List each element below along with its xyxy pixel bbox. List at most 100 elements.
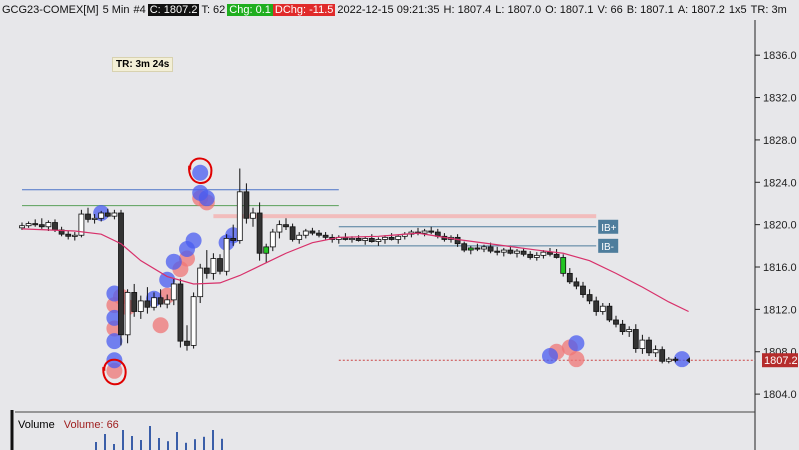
volume-pane-value: Volume: 66	[63, 419, 119, 431]
candle	[606, 303, 613, 323]
candle-body	[124, 292, 131, 336]
candle	[65, 231, 72, 240]
candle	[131, 283, 138, 317]
candle	[210, 253, 217, 280]
candle	[78, 209, 85, 238]
candle	[514, 249, 520, 258]
candle-body	[613, 319, 619, 325]
volume-bar	[203, 436, 205, 450]
candle	[151, 292, 157, 311]
datetime-label: 2022-12-15 09:21:35	[337, 3, 440, 16]
interval-label[interactable]: 5 Min	[102, 3, 130, 16]
candle-body	[474, 247, 481, 250]
candle-body	[276, 224, 283, 233]
candle-body	[461, 243, 468, 251]
candle	[672, 357, 679, 363]
candle	[85, 207, 91, 223]
last-price-label: 1807.2	[764, 355, 798, 367]
candle	[553, 249, 560, 259]
buy-bubble	[165, 253, 182, 270]
candle-body	[250, 212, 256, 219]
candle-body	[639, 339, 646, 349]
candle-body	[540, 251, 547, 256]
candle-body	[256, 212, 263, 254]
bid-label: B: 1807.1	[626, 3, 674, 16]
buy-bubble	[198, 190, 215, 207]
candle-body	[25, 223, 32, 227]
candle	[593, 296, 600, 316]
candle-body	[78, 213, 85, 236]
candle-body	[98, 212, 105, 219]
candle	[613, 315, 619, 328]
candle-body	[283, 224, 289, 228]
candle	[382, 235, 388, 244]
volume-bar	[95, 442, 97, 450]
ib-minus-tag: IB-	[598, 238, 619, 253]
candle	[256, 202, 263, 261]
candle	[599, 303, 606, 315]
candle	[283, 218, 289, 230]
volume-label: V: 66	[597, 3, 623, 16]
candle	[236, 168, 243, 244]
candle	[362, 236, 369, 245]
candle-body	[137, 300, 144, 312]
candle-body	[573, 281, 580, 287]
candle-body	[210, 258, 217, 274]
open-label: O: 1807.1	[545, 3, 594, 16]
candle	[184, 325, 190, 351]
candle	[25, 221, 32, 228]
candle	[454, 234, 461, 247]
volume-bar	[194, 439, 196, 450]
candle	[144, 287, 151, 314]
change-box: Chg: 0.1	[227, 3, 273, 16]
candle	[659, 346, 666, 364]
candle-body	[507, 249, 514, 254]
candle	[91, 214, 98, 224]
candle-body	[38, 224, 45, 228]
ask-size-label: 1x5	[728, 3, 747, 16]
candle	[467, 245, 474, 255]
candle-body	[170, 283, 177, 301]
candle	[474, 243, 481, 252]
ticks-label: T: 62	[201, 3, 226, 16]
candle-body	[560, 257, 567, 274]
candle-body	[533, 254, 540, 258]
candle	[665, 357, 672, 364]
candle	[217, 254, 223, 275]
last-price-box: 1807.2	[762, 353, 798, 368]
buy-bubble	[106, 333, 123, 350]
ib-tag-box	[598, 219, 619, 234]
candle-body	[487, 246, 494, 252]
candle	[533, 252, 540, 261]
sell-bubble	[568, 351, 585, 368]
candle-body	[71, 234, 78, 237]
candle	[316, 229, 322, 238]
candle	[481, 244, 487, 253]
candle	[104, 208, 111, 218]
candle-body	[164, 299, 171, 305]
candle	[619, 319, 626, 335]
candle-body	[349, 238, 355, 241]
candle-body	[243, 191, 250, 219]
candle-body	[269, 231, 276, 248]
candle-body	[481, 246, 487, 250]
candle	[309, 227, 316, 236]
candle-body	[309, 230, 316, 234]
candle	[461, 241, 468, 253]
candle-body	[547, 251, 553, 255]
candle-body	[157, 297, 164, 305]
candle	[586, 289, 593, 305]
candle-body	[223, 238, 230, 272]
candle-body	[151, 297, 157, 308]
candle-body	[375, 239, 382, 242]
daily-change-box: DChg: -11.5	[272, 3, 336, 16]
candle-body	[65, 233, 72, 237]
candle-body	[91, 217, 98, 220]
volume-bar	[167, 441, 169, 450]
symbol-label[interactable]: GCG23-COMEX[M]	[2, 3, 99, 16]
candle-body	[428, 230, 435, 233]
candle-body	[236, 191, 243, 241]
candle	[243, 183, 250, 224]
candle	[38, 218, 45, 229]
